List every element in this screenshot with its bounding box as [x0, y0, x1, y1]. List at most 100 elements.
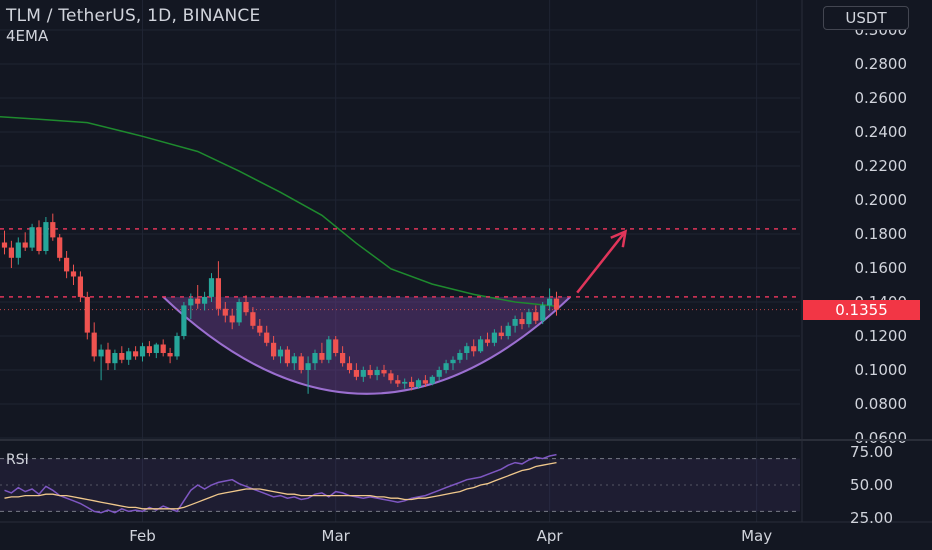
candle-body	[381, 370, 387, 374]
y-tick-label: 0.2600	[855, 89, 908, 107]
candle	[519, 312, 525, 330]
candle	[50, 213, 56, 241]
candle-body	[57, 237, 63, 258]
candle-body	[291, 356, 297, 364]
candle-body	[450, 359, 456, 364]
candle-body	[422, 380, 428, 384]
y-tick-label: 0.1600	[855, 259, 908, 277]
candle	[126, 347, 132, 365]
candle	[64, 251, 70, 279]
ema-indicator-label[interactable]: 4EMA	[6, 27, 49, 45]
candle	[443, 359, 449, 374]
candle-body	[457, 353, 463, 360]
currency-button[interactable]: USDT	[823, 6, 909, 30]
candle	[119, 346, 125, 364]
candle-body	[181, 305, 187, 336]
candle	[388, 370, 394, 384]
candle	[346, 356, 353, 374]
candle	[229, 308, 235, 330]
candle	[284, 346, 290, 367]
rsi-line	[4, 453, 557, 514]
y-tick-label: 0.2000	[855, 191, 908, 209]
candle-body	[395, 380, 401, 384]
candle-body	[64, 257, 70, 272]
candle-body	[464, 346, 470, 353]
candle-body	[126, 351, 132, 360]
candle-body	[498, 332, 504, 336]
candle	[36, 220, 42, 255]
candle	[540, 302, 546, 325]
candle-body	[29, 227, 35, 248]
candle	[478, 336, 484, 353]
candle	[381, 364, 387, 377]
candle-body	[429, 376, 435, 384]
candle	[112, 349, 118, 370]
candle-body	[105, 349, 111, 364]
candle	[77, 271, 83, 302]
candle	[160, 339, 166, 357]
rsi-tick-label: 50.00	[850, 476, 893, 494]
candle-body	[505, 325, 511, 336]
candle	[471, 339, 477, 357]
candle	[91, 322, 97, 362]
x-tick-label: Feb	[129, 527, 156, 545]
y-tick-label: 0.2400	[855, 123, 908, 141]
candle	[553, 291, 560, 316]
last-price-tag: 0.1355	[803, 300, 920, 320]
candle	[512, 315, 518, 333]
y-tick-label: 0.1200	[855, 327, 908, 345]
candle-body	[236, 302, 242, 323]
candle	[505, 322, 511, 340]
candle-body	[547, 298, 553, 306]
candles	[1, 213, 560, 394]
y-tick-label: 0.1000	[855, 361, 908, 379]
candle	[243, 295, 249, 316]
arrow-head	[610, 229, 628, 248]
candle	[367, 364, 373, 379]
candle	[526, 308, 532, 328]
candle-body	[443, 363, 449, 370]
candle-body	[360, 370, 366, 377]
candle	[277, 346, 284, 364]
candle-body	[284, 349, 290, 364]
candle	[146, 341, 152, 357]
candle-body	[84, 296, 90, 333]
candle	[70, 264, 77, 285]
cup-curve	[162, 296, 571, 395]
candle-body	[202, 296, 208, 304]
resistance-levels	[0, 228, 800, 311]
candle	[98, 344, 104, 381]
candle-body	[533, 312, 539, 321]
candle	[450, 356, 456, 370]
x-tick-label: Apr	[537, 527, 564, 545]
candle-body	[312, 353, 318, 364]
candle-body	[257, 325, 263, 333]
candle	[291, 353, 297, 370]
candle	[167, 347, 173, 364]
candle-body	[188, 298, 194, 306]
candle	[8, 240, 14, 268]
candle	[236, 298, 242, 326]
candle	[22, 232, 28, 251]
candle-body	[146, 346, 152, 353]
rsi-indicator-label[interactable]: RSI	[6, 452, 29, 468]
rsi-tick-label: 25.00	[850, 509, 893, 527]
candle	[215, 261, 221, 316]
candle-body	[243, 302, 249, 313]
candle-body	[553, 298, 560, 310]
candle-body	[264, 332, 270, 343]
candle	[360, 366, 366, 382]
candle	[498, 325, 504, 340]
candle-body	[326, 339, 332, 360]
candle-body	[174, 336, 180, 357]
candle	[29, 223, 35, 251]
candle	[464, 342, 470, 360]
candle	[271, 336, 277, 360]
candle-body	[319, 353, 325, 360]
candle	[533, 305, 539, 325]
candle	[298, 353, 304, 374]
candle	[195, 285, 201, 309]
rsi-panel	[0, 453, 800, 514]
candle-body	[298, 356, 304, 370]
